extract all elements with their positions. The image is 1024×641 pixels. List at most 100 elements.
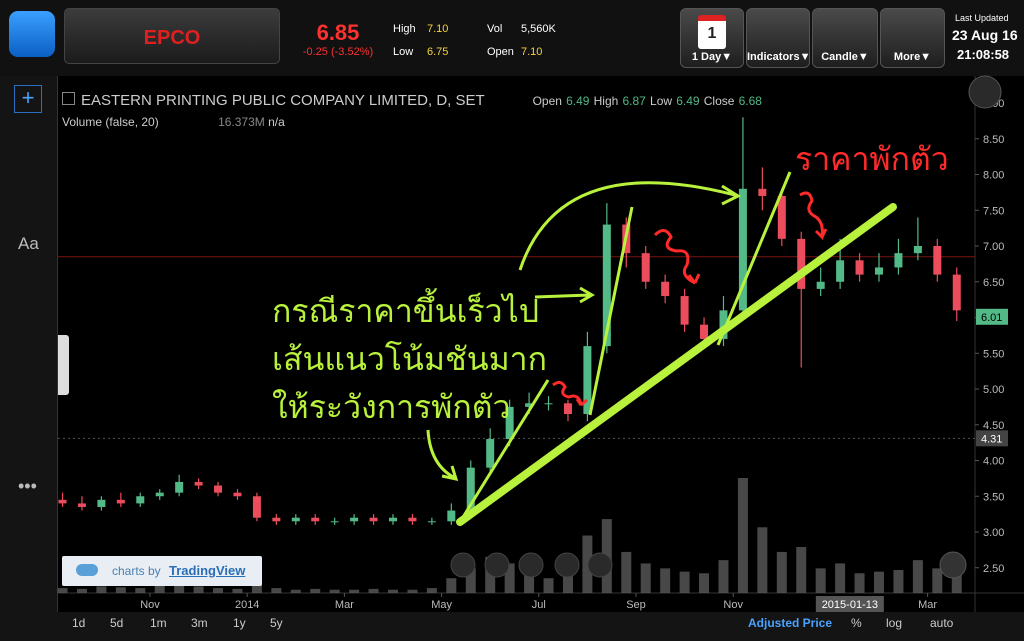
volume-bar <box>426 588 437 593</box>
y-tick-label: 8.00 <box>983 170 1004 182</box>
volume-bar <box>621 551 632 593</box>
candle-body <box>563 403 572 415</box>
candle-body <box>544 403 553 405</box>
candle-body <box>661 281 670 297</box>
handwritten-note: ราคาพักตัว <box>795 140 949 178</box>
collapse-icon[interactable] <box>62 92 75 105</box>
zoom-button[interactable] <box>450 552 476 578</box>
candle-body <box>97 499 106 507</box>
symbol-box[interactable]: EPCO <box>64 8 280 64</box>
range-button[interactable]: 1m <box>150 616 167 630</box>
candle-body <box>913 246 922 254</box>
button-label: Candle▼ <box>821 51 869 63</box>
range-button[interactable]: 3m <box>191 616 208 630</box>
zoom-button[interactable] <box>554 552 580 578</box>
auto-toggle[interactable]: auto <box>930 616 954 630</box>
label: Close <box>703 94 735 108</box>
volume-bar <box>562 571 573 593</box>
candle-body <box>116 499 125 504</box>
candle-body <box>894 253 903 268</box>
crosshair-knob[interactable] <box>968 75 1002 109</box>
calendar-icon: 1 <box>698 15 726 49</box>
candle-body <box>602 224 611 347</box>
volume-bar <box>96 586 107 593</box>
zoom-button[interactable] <box>484 552 510 578</box>
candle-body <box>369 517 378 522</box>
label: High <box>593 94 619 108</box>
volume-bar <box>115 587 126 593</box>
arrow <box>426 429 459 482</box>
candle-body <box>155 492 164 497</box>
candle-body <box>466 467 475 511</box>
crosshair-tool[interactable]: + <box>14 85 42 113</box>
range-button[interactable]: 1y <box>233 616 246 630</box>
volume-bar <box>874 571 884 593</box>
button[interactable]: 1 1 Day▼ <box>680 8 744 68</box>
value: 7.10 <box>521 46 543 58</box>
text-tool[interactable]: Aa <box>18 234 39 253</box>
candle-body <box>330 521 339 523</box>
scroll-button[interactable] <box>939 551 967 579</box>
marker-price-bg <box>976 430 1008 447</box>
candle-body <box>214 485 223 493</box>
candle-body <box>719 310 728 339</box>
label: High <box>393 23 416 35</box>
volume-bar <box>349 589 360 593</box>
volume-bar <box>951 573 962 593</box>
value: 7.10 <box>427 23 449 35</box>
zoom-button[interactable] <box>587 552 613 578</box>
volume-bar <box>582 535 593 593</box>
button[interactable]: Indicators▼ <box>746 8 810 68</box>
zoom-button[interactable] <box>518 552 544 578</box>
crosshair-label-bg <box>815 596 884 612</box>
steep-trend-line <box>716 171 792 346</box>
percent-toggle[interactable]: % <box>851 616 862 630</box>
value: 6.49 <box>566 94 590 108</box>
volume-bar <box>290 589 301 593</box>
handwritten-note: กรณีราคาขึ้นเร็วไป <box>272 288 539 330</box>
volume-bar <box>446 578 457 593</box>
logo[interactable] <box>9 11 55 57</box>
left-toolbar: + Aa ••• <box>0 76 58 612</box>
label: Volume (false, 20) <box>62 115 159 129</box>
adjusted-toggle[interactable]: Adjusted Price <box>748 616 833 630</box>
squiggle <box>552 380 588 407</box>
volume-bar <box>893 570 904 593</box>
candle-body <box>933 246 942 275</box>
squiggle <box>799 191 828 241</box>
candle-body <box>486 439 495 468</box>
volume-bar <box>76 588 87 593</box>
value: n/a <box>268 115 285 129</box>
range-button[interactable]: 1d <box>72 616 86 630</box>
log-toggle[interactable]: log <box>886 616 903 630</box>
candle-body <box>408 517 417 522</box>
panel-tab[interactable] <box>58 335 69 395</box>
more-tool[interactable]: ••• <box>18 476 37 496</box>
volume-bar <box>543 578 554 593</box>
button[interactable]: More▼ <box>880 8 945 68</box>
volume-bar <box>737 478 748 593</box>
candle-body <box>836 260 845 282</box>
y-tick-label: 6.50 <box>983 277 1004 289</box>
volume-bar <box>271 588 282 593</box>
handwritten-note: เส้นแนวโน้มชันมาก <box>272 340 547 378</box>
last-price: 6.01 <box>981 312 1002 324</box>
volume-bar <box>699 573 710 593</box>
range-button[interactable]: 5d <box>110 616 124 630</box>
candle-body <box>58 499 67 504</box>
candle-body <box>194 481 203 486</box>
candle-body <box>680 296 689 325</box>
candle-body <box>641 253 650 282</box>
label: Low <box>650 94 673 108</box>
x-tick-label: Jul <box>532 599 546 611</box>
volume-bar <box>232 588 243 593</box>
range-button[interactable]: 5y <box>270 616 283 630</box>
volume-bar <box>465 568 476 593</box>
last-price-bg <box>976 308 1008 325</box>
button[interactable]: Candle▼ <box>812 8 878 68</box>
symbol: EPCO <box>143 27 201 49</box>
x-tick-label: Mar <box>335 599 354 611</box>
credit[interactable]: charts by TradingView <box>62 556 262 586</box>
y-tick-label: 4.50 <box>983 420 1004 432</box>
